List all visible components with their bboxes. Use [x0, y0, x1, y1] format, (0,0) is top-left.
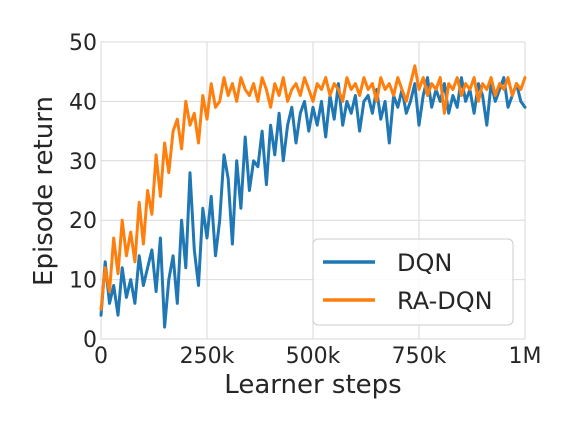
x-tick-label: 1M: [509, 344, 542, 369]
legend-label-ra-dqn: RA-DQN: [397, 287, 493, 315]
plot-area: [100, 41, 526, 340]
y-tick-label: 0: [83, 328, 97, 353]
x-axis-label: Learner steps: [224, 370, 401, 400]
series-line-ra-dqn: [99, 64, 527, 311]
series-line-dqn: [99, 76, 527, 329]
x-tick-label: 250k: [180, 344, 235, 369]
x-tick-label: 750k: [392, 344, 447, 369]
y-tick-labels: 0 10 20 30 40 50: [69, 31, 97, 353]
series-layer: [99, 64, 527, 329]
legend-label-dqn: DQN: [397, 249, 452, 277]
x-tick-label: 500k: [286, 344, 341, 369]
y-tick-label: 50: [69, 31, 97, 56]
y-tick-label: 10: [69, 269, 97, 294]
y-tick-label: 30: [69, 150, 97, 175]
y-tick-label: 20: [69, 209, 97, 234]
y-axis-label: Episode return: [29, 96, 59, 286]
y-tick-label: 40: [69, 90, 97, 115]
x-tick-labels: 0 250k 500k 750k 1M: [94, 344, 541, 369]
x-tick-label: 0: [94, 344, 108, 369]
legend: DQN RA-DQN: [312, 238, 514, 326]
